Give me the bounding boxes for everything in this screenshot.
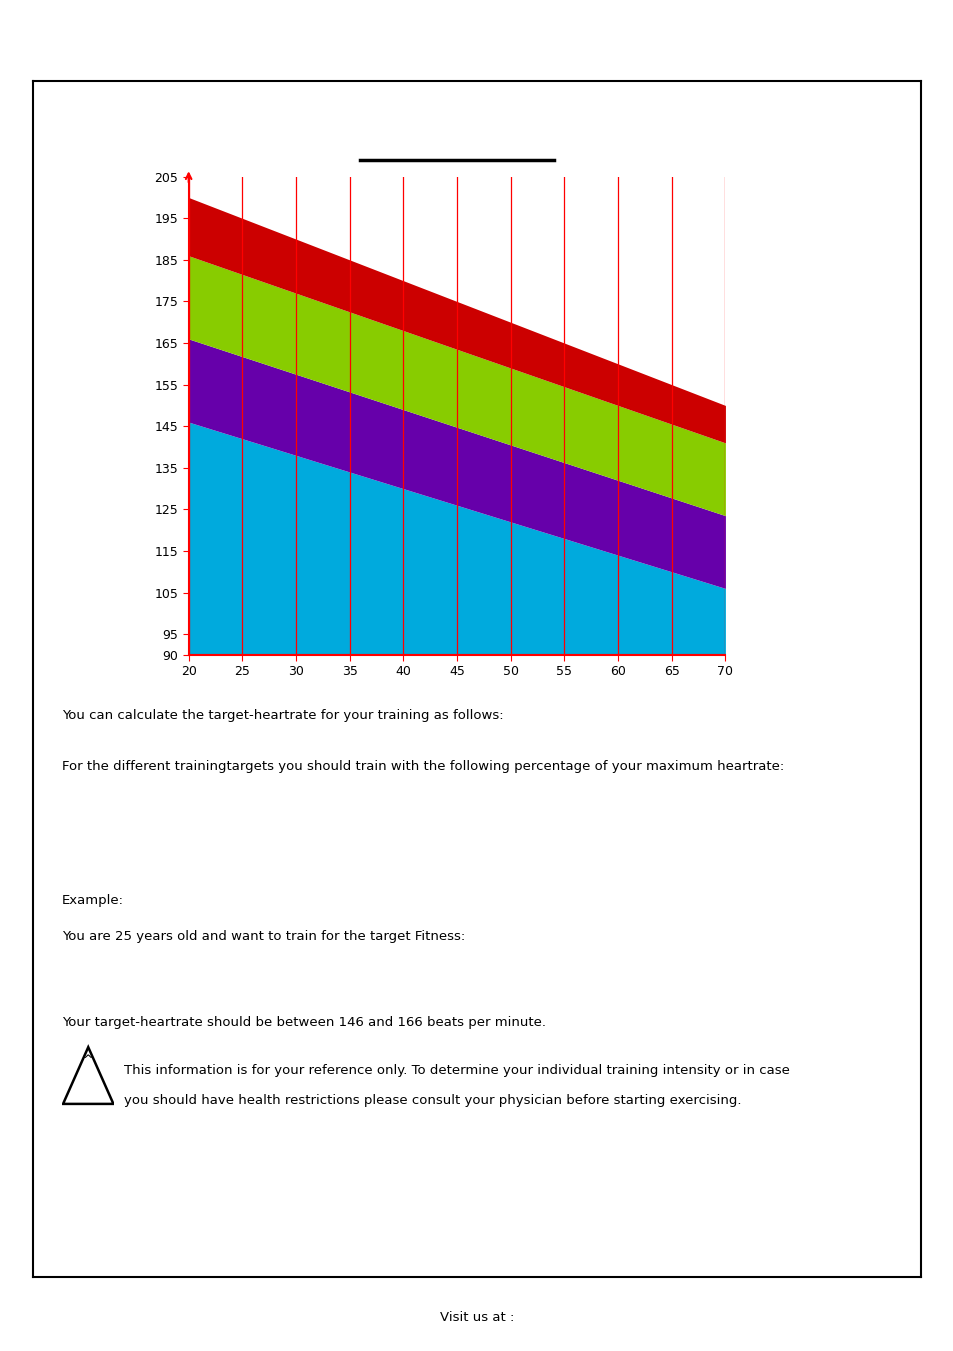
- Text: Example:: Example:: [62, 894, 124, 907]
- Text: you should have health restrictions please consult your physician before startin: you should have health restrictions plea…: [124, 1093, 740, 1106]
- Text: This information is for your reference only. To determine your individual traini: This information is for your reference o…: [124, 1063, 789, 1077]
- Text: You can calculate the target-heartrate for your training as follows:: You can calculate the target-heartrate f…: [62, 709, 503, 721]
- Text: Visit us at :: Visit us at :: [439, 1310, 514, 1324]
- Text: ^: ^: [83, 1054, 93, 1067]
- Text: For the different trainingtargets you should train with the following percentage: For the different trainingtargets you sh…: [62, 761, 783, 773]
- Text: You are 25 years old and want to train for the target Fitness:: You are 25 years old and want to train f…: [62, 929, 465, 943]
- Text: Your target-heartrate should be between 146 and 166 beats per minute.: Your target-heartrate should be between …: [62, 1016, 545, 1029]
